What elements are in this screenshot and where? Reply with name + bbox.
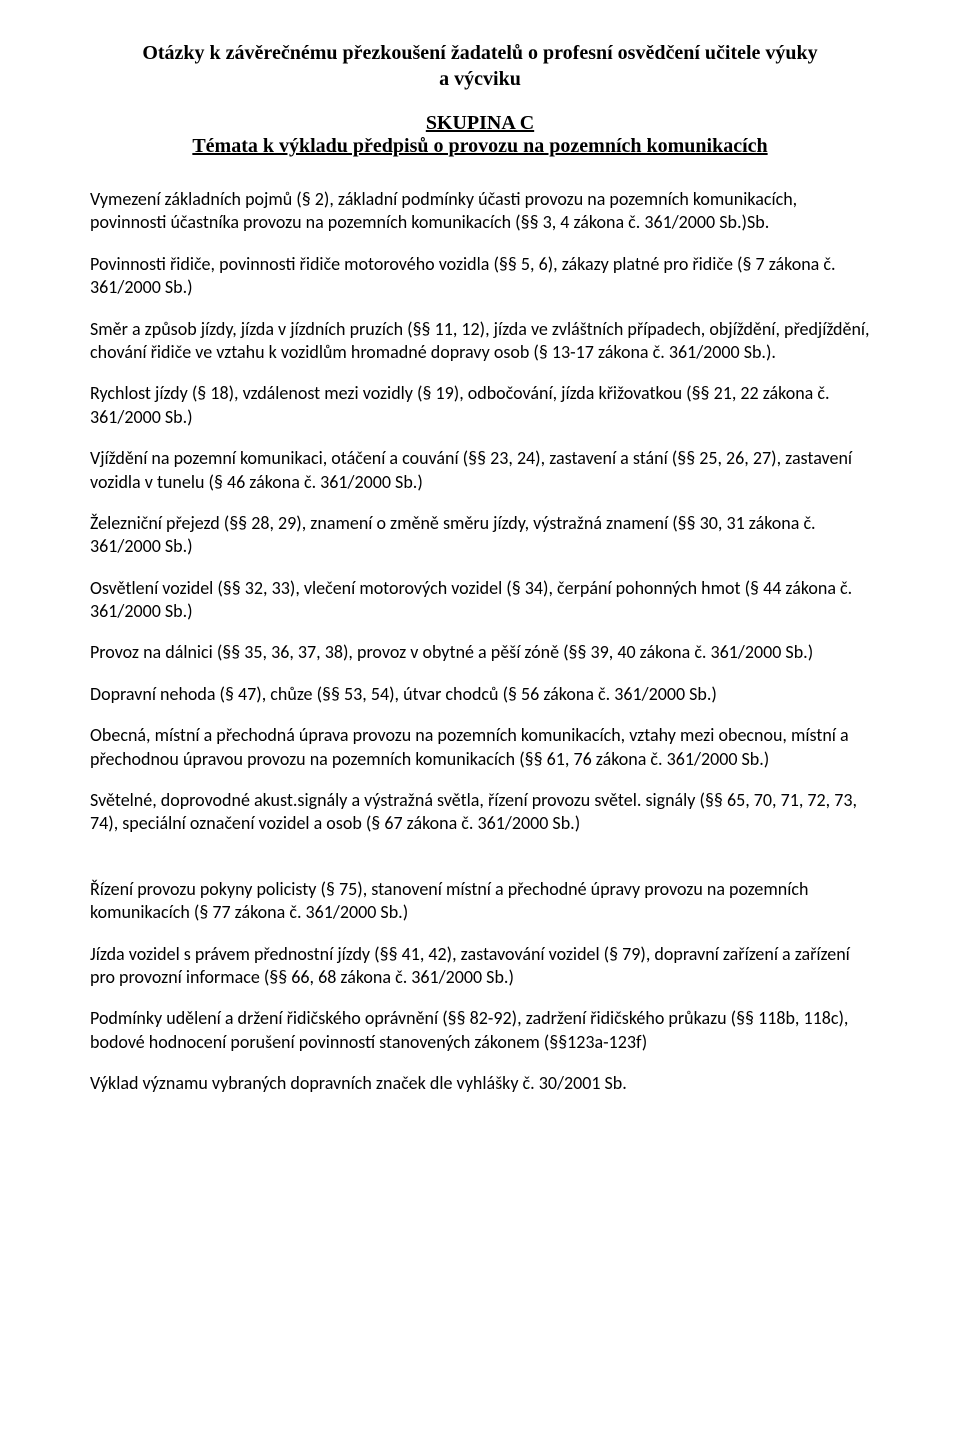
paragraph: Výklad významu vybraných dopravních znač… [90,1072,870,1095]
paragraph: Obecná, místní a přechodná úprava provoz… [90,724,870,771]
paragraph: Dopravní nehoda (§ 47), chůze (§§ 53, 54… [90,683,870,706]
title-line-1: Otázky k závěrečnému přezkoušení žadatel… [90,40,870,66]
paragraph: Podmínky udělení a držení řidičského opr… [90,1007,870,1054]
paragraph: Osvětlení vozidel (§§ 32, 33), vlečení m… [90,577,870,624]
paragraph: Rychlost jízdy (§ 18), vzdálenost mezi v… [90,382,870,429]
paragraph: Vymezení základních pojmů (§ 2), základn… [90,188,870,235]
paragraph: Provoz na dálnici (§§ 35, 36, 37, 38), p… [90,641,870,664]
paragraph: Směr a způsob jízdy, jízda v jízdních pr… [90,318,870,365]
subtitle: Témata k výkladu předpisů o provozu na p… [90,135,870,158]
paragraph: Povinnosti řidiče, povinnosti řidiče mot… [90,253,870,300]
paragraph: Řízení provozu pokyny policisty (§ 75), … [90,878,870,925]
paragraph: Světelné, doprovodné akust.signály a výs… [90,789,870,836]
paragraph: Jízda vozidel s právem přednostní jízdy … [90,943,870,990]
document-header: Otázky k závěrečnému přezkoušení žadatel… [90,40,870,158]
group-label: SKUPINA C [90,112,870,135]
title-line-2: a výcviku [90,66,870,92]
paragraph: Železniční přejezd (§§ 28, 29), znamení … [90,512,870,559]
paragraph: Vjíždění na pozemní komunikaci, otáčení … [90,447,870,494]
